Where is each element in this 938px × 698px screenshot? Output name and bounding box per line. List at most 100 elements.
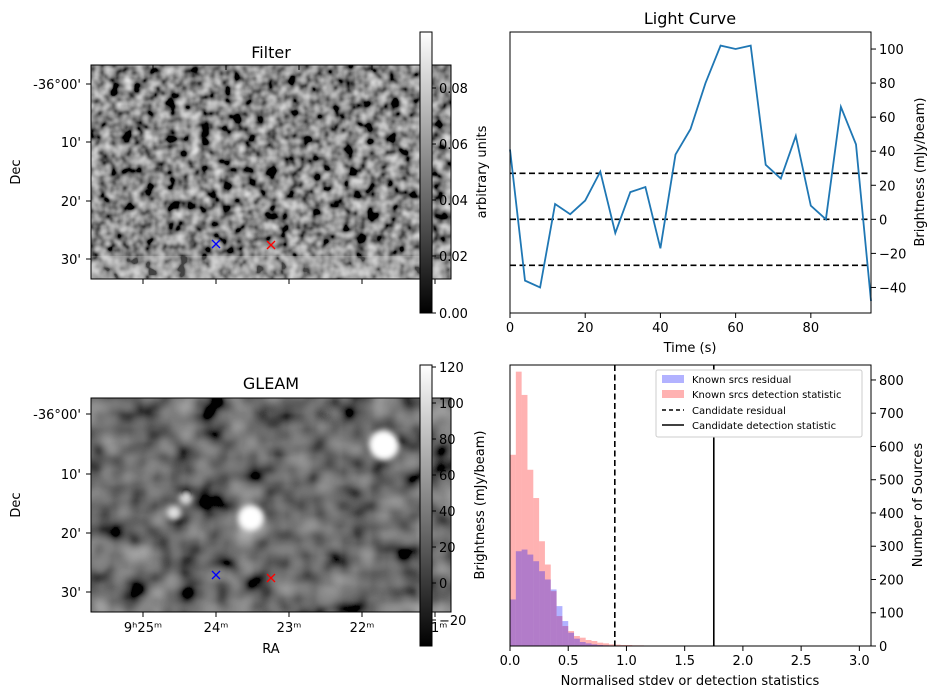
filter-ylabel: Dec (9, 159, 24, 184)
histogram-bar-residual (568, 632, 575, 646)
lightcurve-yticks: −40 −20 0 20 40 60 80 100 (871, 43, 906, 296)
lightcurve-series-line (509, 44, 872, 302)
histogram-bar-detection (539, 541, 545, 646)
histogram-xtick-label: 2.0 (733, 654, 754, 669)
lightcurve-ytick-label: 60 (879, 111, 896, 126)
filter-cbar-label: arbitrary units (475, 125, 490, 218)
histogram-ytick-label: 100 (879, 607, 904, 622)
filter-cbar-tick: 0.06 (439, 138, 468, 153)
filter-yticklabels: -36°00' 10' 20' 30' (33, 78, 81, 268)
gleam-image (91, 398, 451, 612)
legend-label-residual: Known srcs residual (692, 375, 791, 386)
gleam-cbar-tick: 20 (439, 541, 456, 556)
histogram-bar-detection (550, 591, 557, 646)
lightcurve-xticks: 0 20 40 60 80 (506, 313, 819, 336)
histogram-bar-residual (556, 606, 563, 646)
lightcurve-xtick-label: 80 (803, 321, 820, 336)
histogram-panel: 0.0 0.5 1.0 1.5 2.0 2.5 3.0 0 100 200 300 400 500 60… (473, 364, 926, 689)
histogram-xticks: 0.0 0.5 1.0 1.5 2.0 2.5 3.0 (500, 646, 870, 669)
lightcurve-ytick-label: 40 (879, 145, 896, 160)
histogram-ytick-label: 400 (879, 507, 904, 522)
histogram-bar-detection (574, 636, 580, 646)
histogram-bar-detection (597, 642, 604, 646)
histogram-bar-detection (562, 626, 569, 646)
histogram-bar-detection (521, 394, 528, 646)
histogram-ytick-label: 200 (879, 573, 904, 588)
gleam-ticks (86, 413, 436, 617)
lightcurve-xtick-label: 60 (727, 321, 744, 336)
gleam-panel: GLEAM (9, 361, 466, 657)
gleam-cbar-tick: 60 (439, 469, 456, 484)
histogram-legend: Known srcs residual Known srcs detection… (655, 369, 863, 438)
filter-marker-blue (211, 239, 221, 249)
histogram-ytick-label: 500 (879, 474, 904, 489)
filter-cbar-tick: 0.08 (439, 82, 468, 97)
gleam-title: GLEAM (243, 374, 299, 393)
histogram-ylabel-left: Brightness (mJy/beam) (473, 431, 488, 580)
histogram-bar-detection (527, 469, 534, 646)
gleam-marker-blue (211, 570, 221, 580)
lightcurve-ytick-label: −40 (879, 281, 906, 296)
histogram-bar-residual (521, 549, 528, 646)
histogram-bar-detection (608, 644, 615, 646)
histogram-bar-detection (579, 637, 586, 646)
lightcurve-ylabel: Brightness (mJy/beam) (913, 98, 928, 247)
legend-swatch-detection (662, 390, 684, 398)
filter-cbar-tick: 0.04 (439, 194, 468, 209)
filter-title: Filter (251, 43, 291, 62)
histogram-xtick-label: 0.5 (558, 654, 579, 669)
histogram-bar-residual (533, 561, 540, 646)
histogram-bar-detection (515, 371, 522, 646)
lightcurve-xlabel: Time (s) (663, 341, 717, 356)
histogram-xtick-label: 0.0 (500, 654, 521, 669)
histogram-bar-detection (533, 498, 540, 646)
lightcurve-ytick-label: 80 (879, 77, 896, 92)
histogram-ytick-label: 600 (879, 440, 904, 455)
histogram-bar-detection (585, 640, 592, 646)
filter-ytick: 20' (61, 195, 81, 210)
histogram-bar-residual (510, 599, 516, 646)
legend-swatch-residual (662, 375, 684, 383)
histogram-bar-residual (550, 589, 557, 646)
filter-ticks (86, 65, 436, 284)
gleam-ytick: 20' (61, 527, 81, 542)
filter-colorbar: 0.00 0.02 0.04 0.06 0.08 arbitrary units (419, 31, 490, 322)
filter-image (91, 65, 451, 279)
histogram-bar-detection (510, 454, 516, 646)
lightcurve-panel: Light Curve 0 20 40 60 80 −40 −20 0 20 40 60 80 100… (506, 9, 928, 356)
gleam-cbar-tick: 80 (439, 433, 456, 448)
gleam-ytick: 10' (61, 468, 81, 483)
filter-panel: Filter -36°00' 10' 20' 30' Dec (9, 31, 490, 322)
gleam-cbar-tick: 120 (439, 361, 464, 376)
histogram-ytick-label: 0 (879, 640, 887, 655)
lightcurve-xtick-label: 20 (577, 321, 594, 336)
histogram-bar-residual (544, 579, 551, 646)
gleam-ylabel: Dec (9, 492, 24, 517)
histogram-bar-residual (585, 643, 592, 646)
histogram-bar-residual (591, 644, 598, 646)
gleam-xtick: 23ᵐ (277, 621, 302, 636)
histogram-bar-detection (544, 564, 551, 646)
gleam-marker-red (266, 573, 276, 583)
gleam-colorbar: 120 100 80 60 40 20 0 −20 (419, 361, 466, 647)
gleam-xticklabels: 9ʰ25ᵐ 24ᵐ 23ᵐ 22ᵐ 21ᵐ (124, 621, 447, 636)
histogram-bar-residual (515, 551, 522, 646)
legend-label-candidate-detection: Candidate detection statistic (692, 421, 836, 432)
histogram-xlabel: Normalised stdev or detection statistics (561, 674, 820, 689)
legend-label-candidate-residual: Candidate residual (692, 406, 786, 417)
histogram-bar-detection (614, 644, 621, 646)
histogram-xtick-label: 1.0 (616, 654, 637, 669)
gleam-xlabel: RA (262, 642, 280, 657)
lightcurve-hlines (510, 172, 871, 267)
histogram-bar-residual (562, 621, 569, 646)
histogram-ytick-label: 300 (879, 540, 904, 555)
histogram-bar-residual (527, 554, 534, 646)
histogram-ytick-label: 700 (879, 407, 904, 422)
histogram-bar-detection (603, 643, 609, 646)
lightcurve-title: Light Curve (644, 9, 736, 28)
histogram-bar-residual (574, 638, 580, 646)
histogram-xtick-label: 2.5 (791, 654, 812, 669)
histogram-bars (510, 371, 662, 646)
lightcurve-xtick-label: 40 (652, 321, 669, 336)
